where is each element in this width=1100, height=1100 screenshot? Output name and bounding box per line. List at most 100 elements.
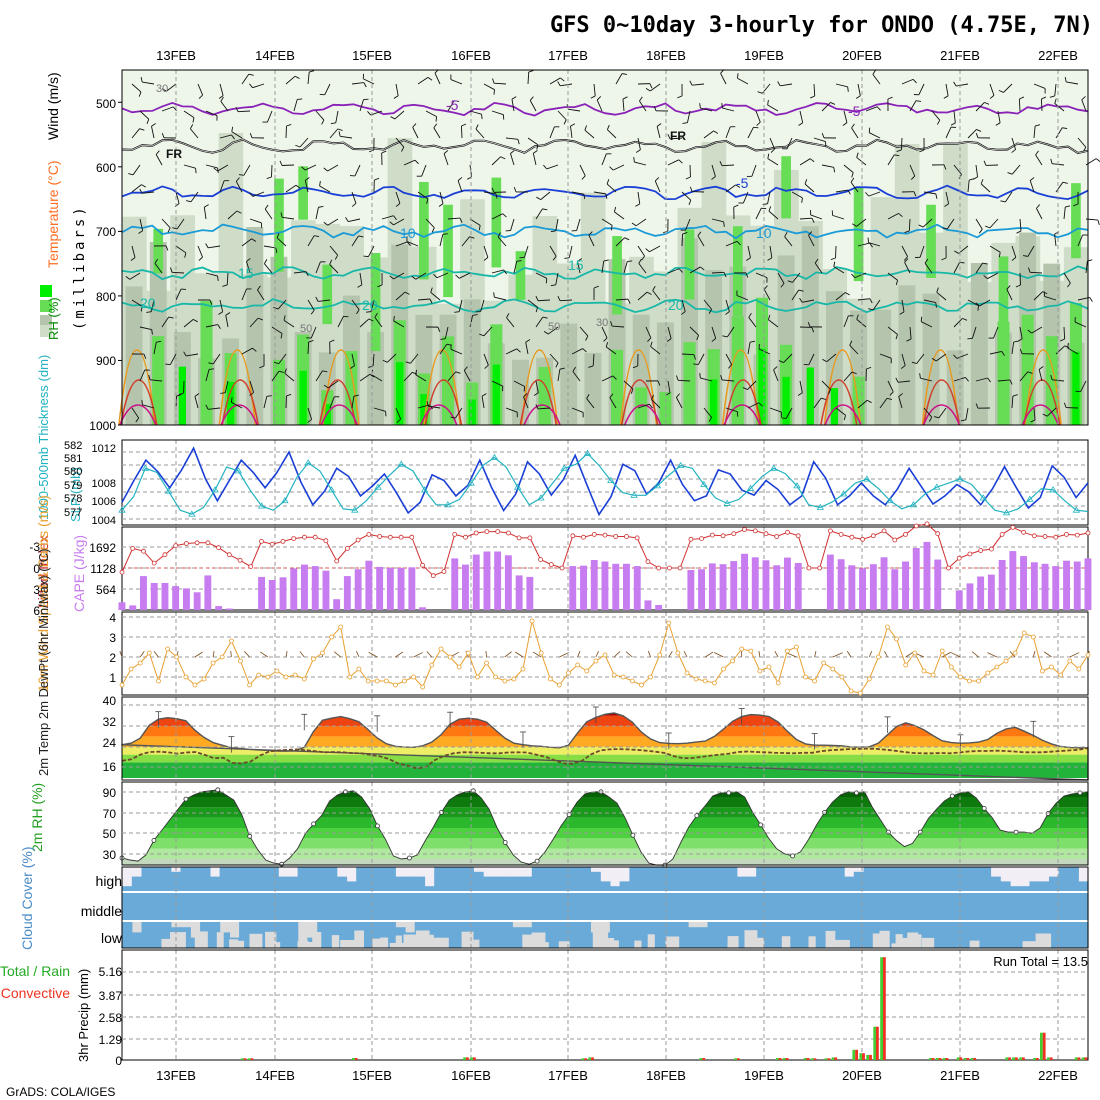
wind-barb-flag bbox=[186, 200, 192, 203]
wind-barb bbox=[457, 180, 463, 193]
wind-barb bbox=[786, 137, 793, 150]
wind-barb-flag bbox=[653, 105, 657, 111]
rh-shade-bright bbox=[758, 348, 766, 425]
cloud-cell bbox=[356, 893, 367, 920]
wind-barb bbox=[833, 266, 845, 274]
dewpoint-line bbox=[121, 747, 1089, 770]
wind-barb bbox=[434, 72, 441, 85]
wind-barb-flag bbox=[457, 177, 463, 181]
wind-barb-flag bbox=[435, 116, 438, 122]
precip-tick: 5.16 bbox=[99, 965, 123, 979]
wind-barb-flag bbox=[345, 217, 349, 222]
wind-speed-marker bbox=[320, 650, 325, 656]
cloud-cell bbox=[200, 893, 211, 920]
wind-barb-flag bbox=[1036, 204, 1041, 209]
li-marker bbox=[463, 534, 468, 540]
wind-barb-flag bbox=[1001, 351, 1005, 356]
cloud-low-gap bbox=[647, 934, 655, 948]
wind-barb bbox=[689, 266, 701, 274]
wind-barb bbox=[154, 263, 163, 274]
cloud-cell bbox=[287, 922, 299, 948]
warm-contour bbox=[322, 349, 360, 426]
wind-barb-flag bbox=[429, 298, 433, 304]
wind-barb bbox=[697, 353, 705, 365]
wind-barb-flag bbox=[1015, 284, 1021, 288]
wind-barb-flag bbox=[513, 187, 517, 193]
wind-barb bbox=[549, 245, 557, 257]
wind-barb-flag bbox=[1011, 257, 1017, 261]
wind-barb bbox=[433, 127, 441, 139]
wind-barb bbox=[505, 137, 518, 140]
wind-barb-flag bbox=[230, 397, 233, 403]
cape-bar bbox=[987, 574, 995, 610]
wind-barb bbox=[908, 218, 911, 232]
cloud-cell bbox=[424, 886, 435, 891]
wind-barb bbox=[1031, 326, 1043, 334]
wind-speed-marker bbox=[1012, 650, 1018, 656]
contour-label: -5 bbox=[736, 175, 749, 191]
wind-barb-flag bbox=[581, 175, 586, 180]
wind-barb-flag bbox=[621, 73, 628, 75]
cloud-low-gap bbox=[170, 932, 186, 948]
wind-barb bbox=[263, 245, 276, 249]
cloud-cell bbox=[209, 893, 221, 920]
warm-contour bbox=[519, 379, 558, 426]
temp-band bbox=[122, 754, 1088, 763]
wind-barb-flag bbox=[953, 81, 957, 87]
cloud-cell bbox=[961, 893, 972, 920]
contour-label: 30 bbox=[156, 83, 168, 95]
wind-barb bbox=[865, 106, 878, 112]
wind-barb bbox=[219, 134, 232, 139]
wind-barb-flag bbox=[563, 119, 567, 125]
thickness-marker bbox=[374, 483, 382, 490]
wind-barb-flag bbox=[454, 311, 460, 313]
wind-barb-flag bbox=[603, 259, 609, 262]
wind-barb-flag bbox=[431, 227, 435, 233]
li-marker bbox=[602, 532, 608, 538]
wind-barb bbox=[271, 370, 280, 382]
li-marker bbox=[226, 552, 232, 558]
wind-barb bbox=[532, 153, 537, 166]
wind-barb bbox=[285, 75, 296, 85]
wind-barb-flag bbox=[651, 394, 655, 400]
isotherm-line bbox=[121, 265, 1089, 281]
wind-barb bbox=[1044, 295, 1057, 301]
cloud-cell bbox=[297, 893, 308, 920]
precip-bar-convective bbox=[1015, 1057, 1018, 1060]
wind-barb-flag bbox=[146, 311, 152, 313]
precip-bar-total bbox=[803, 1058, 807, 1060]
wind-barb-flag bbox=[654, 177, 660, 182]
top-date-label: 22FEB bbox=[1038, 48, 1078, 63]
wind-barb-flag bbox=[830, 102, 836, 105]
cloud-cell bbox=[775, 893, 787, 920]
wind-barb-flag bbox=[689, 186, 693, 192]
wind-barb-flag bbox=[1064, 76, 1067, 83]
upper-tick: 800 bbox=[96, 290, 116, 304]
cloud-low-gap bbox=[415, 930, 430, 948]
top-date-label: 18FEB bbox=[646, 48, 686, 63]
rh-shade-grey bbox=[825, 291, 843, 425]
wind-barb bbox=[1080, 380, 1087, 392]
wind-barb bbox=[395, 191, 401, 204]
cloud-cell bbox=[180, 893, 191, 920]
surface-wind-barb bbox=[368, 651, 378, 658]
wind-barb-flag bbox=[887, 96, 893, 100]
cape-bar bbox=[1009, 551, 1017, 610]
wind-barb bbox=[276, 237, 287, 247]
cloud-cell bbox=[473, 922, 484, 948]
wind-barb-flag bbox=[217, 324, 221, 329]
temp-band bbox=[122, 726, 1088, 737]
wind-barb-flag bbox=[404, 291, 410, 295]
temp-ylabels: 2m Temp 2m DewPt (6hr Min/Max) (°C) 40 3… bbox=[36, 549, 116, 776]
wind-barb bbox=[205, 272, 218, 277]
cape-bar bbox=[955, 590, 963, 610]
precip-bar-total bbox=[1074, 1057, 1078, 1060]
wind-speed-marker bbox=[876, 654, 881, 660]
wind-barb-flag bbox=[978, 228, 983, 234]
wind-barb-flag bbox=[843, 415, 846, 421]
bottom-date-labels: 13FEB 14FEB 15FEB 16FEB 17FEB 18FEB 19FE… bbox=[156, 1068, 1078, 1083]
wind-barb bbox=[513, 261, 518, 274]
wind-barb bbox=[315, 110, 325, 121]
wind-barb bbox=[319, 185, 331, 193]
wind-barb-flag bbox=[135, 417, 140, 423]
